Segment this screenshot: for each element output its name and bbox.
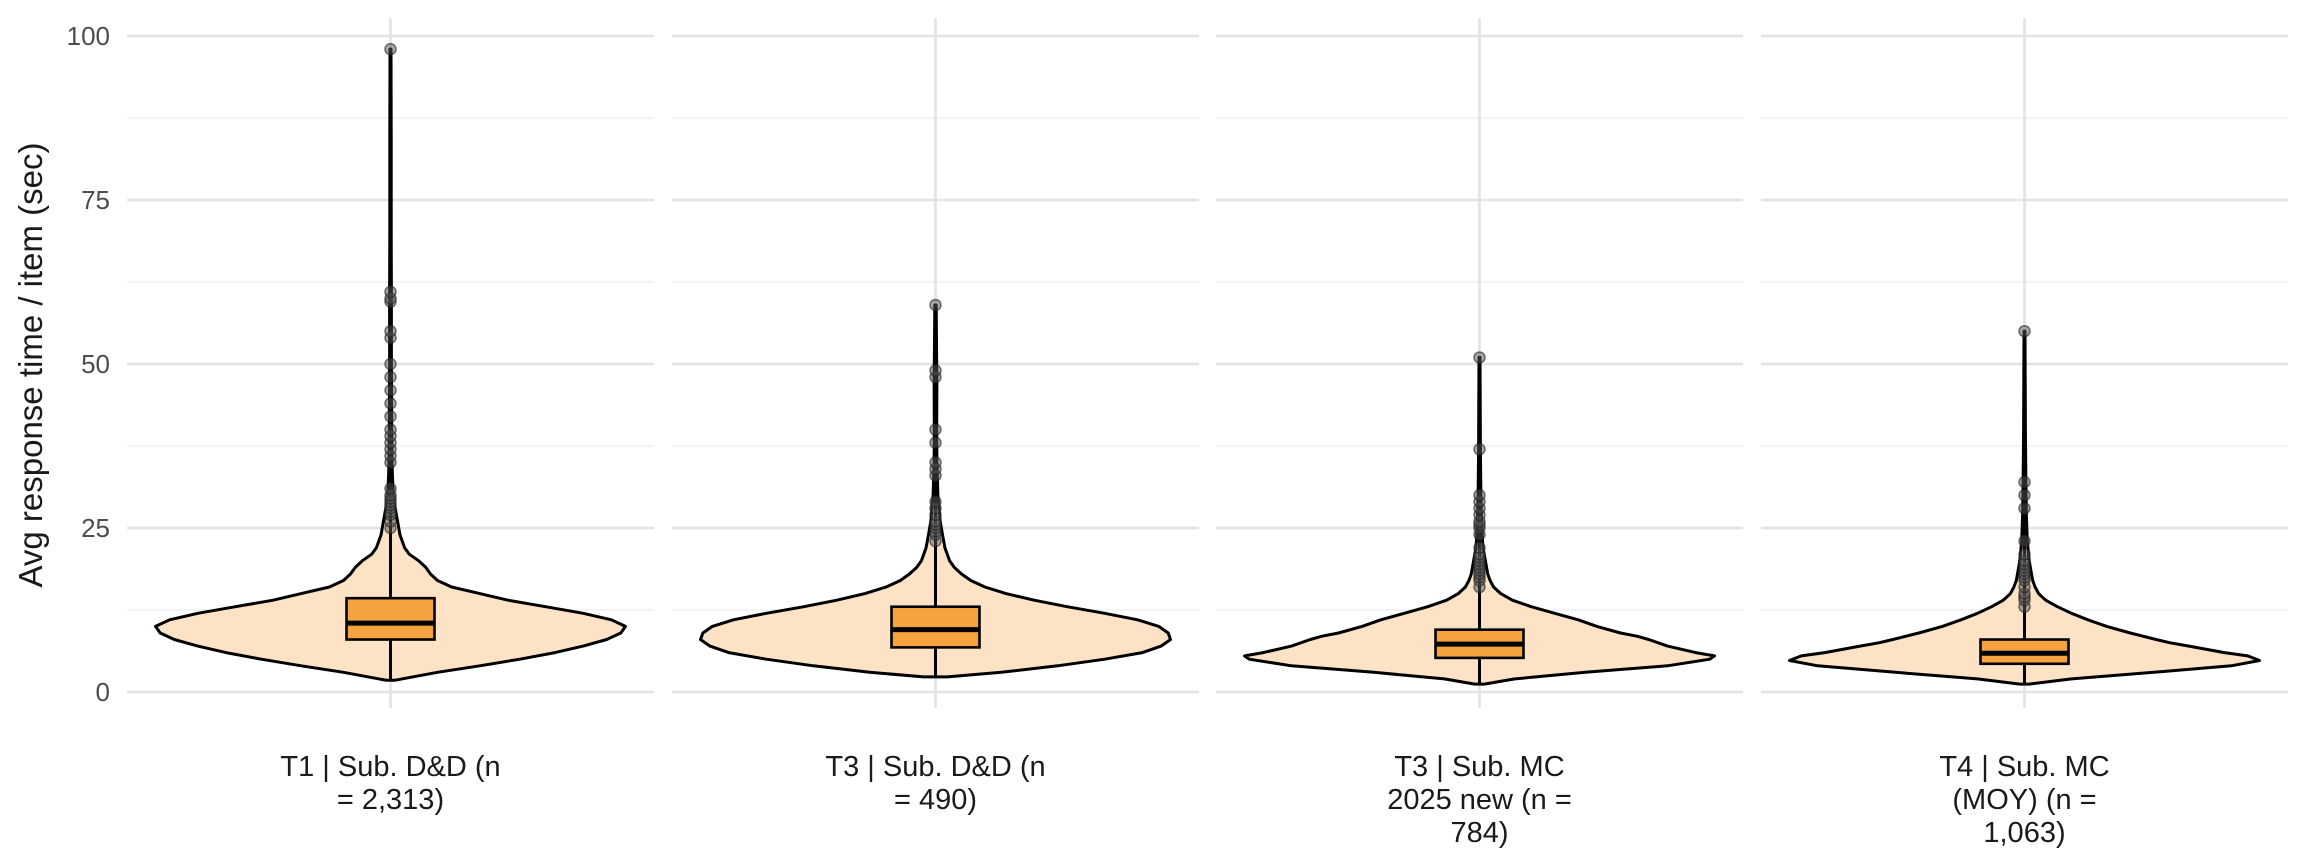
- outlier-point: [1473, 443, 1486, 456]
- y-tick-label: 50: [81, 349, 110, 379]
- outlier-point: [384, 423, 397, 436]
- outlier-point: [384, 410, 397, 423]
- x-category-label-line: T3 | Sub. MC: [1394, 751, 1564, 783]
- x-category-label-line: (MOY) (n =: [1952, 784, 2096, 816]
- violin-group: [154, 42, 627, 682]
- outlier-point: [2018, 475, 2031, 489]
- outlier-point: [2018, 488, 2031, 502]
- outlier-point: [384, 42, 397, 56]
- outlier-point: [384, 482, 397, 495]
- outlier-point: [384, 370, 397, 384]
- outlier-point: [929, 456, 942, 469]
- x-axis-labels: T1 | Sub. D&D (n = 2,313) T3 | Sub. D&D (n…: [280, 751, 2109, 849]
- outlier-point: [2018, 534, 2031, 548]
- box-iqr: [890, 605, 981, 649]
- y-tick-label: 25: [81, 513, 110, 543]
- box-iqr: [345, 596, 436, 641]
- x-category-label-line: 1,063): [1983, 817, 2065, 849]
- x-category-label-line: = 490): [894, 784, 977, 816]
- outlier-point: [929, 364, 942, 377]
- outlier-point: [929, 436, 942, 449]
- y-tick-label: 0: [96, 677, 110, 707]
- outlier-point: [384, 324, 397, 338]
- outlier-point: [384, 357, 397, 371]
- outlier-point: [2018, 324, 2031, 338]
- outlier-point: [929, 495, 942, 509]
- y-tick-label: 75: [81, 185, 110, 215]
- y-tick-label: 100: [67, 21, 110, 51]
- outlier-point: [1473, 488, 1486, 502]
- outlier-point: [929, 298, 942, 312]
- x-category-label-line: T3 | Sub. D&D (n: [825, 751, 1045, 783]
- x-category-label: T3 | Sub. D&D (n = 490): [825, 751, 1045, 816]
- outlier-point: [929, 423, 942, 436]
- outlier-point: [2018, 502, 2031, 515]
- x-category-label-line: 2025 new (n =: [1387, 784, 1572, 816]
- x-category-label-line: T4 | Sub. MC: [1939, 751, 2109, 783]
- x-category-label-line: = 2,313): [337, 784, 444, 816]
- x-category-label: T1 | Sub. D&D (n = 2,313): [280, 751, 500, 816]
- outlier-point: [384, 397, 397, 410]
- y-axis-ticks: 0 25 50 75 100: [67, 21, 110, 707]
- x-category-label: T4 | Sub. MC (MOY) (n = 1,063): [1939, 751, 2109, 849]
- violin-group: [1788, 324, 2261, 686]
- x-category-label-line: T1 | Sub. D&D (n: [280, 751, 500, 783]
- x-category-label: T3 | Sub. MC 2025 new (n = 784): [1387, 751, 1572, 849]
- outlier-point: [384, 285, 397, 299]
- outlier-point: [1473, 541, 1486, 554]
- violin-layer: [154, 42, 2261, 686]
- y-axis-title: Avg response time / item (sec): [12, 142, 49, 587]
- x-category-label-line: 784): [1450, 817, 1508, 849]
- outlier-point: [384, 383, 397, 397]
- violin-group: [1243, 351, 1716, 686]
- outlier-point: [2018, 547, 2031, 561]
- outlier-point: [1473, 351, 1486, 364]
- violin-group: [699, 298, 1172, 679]
